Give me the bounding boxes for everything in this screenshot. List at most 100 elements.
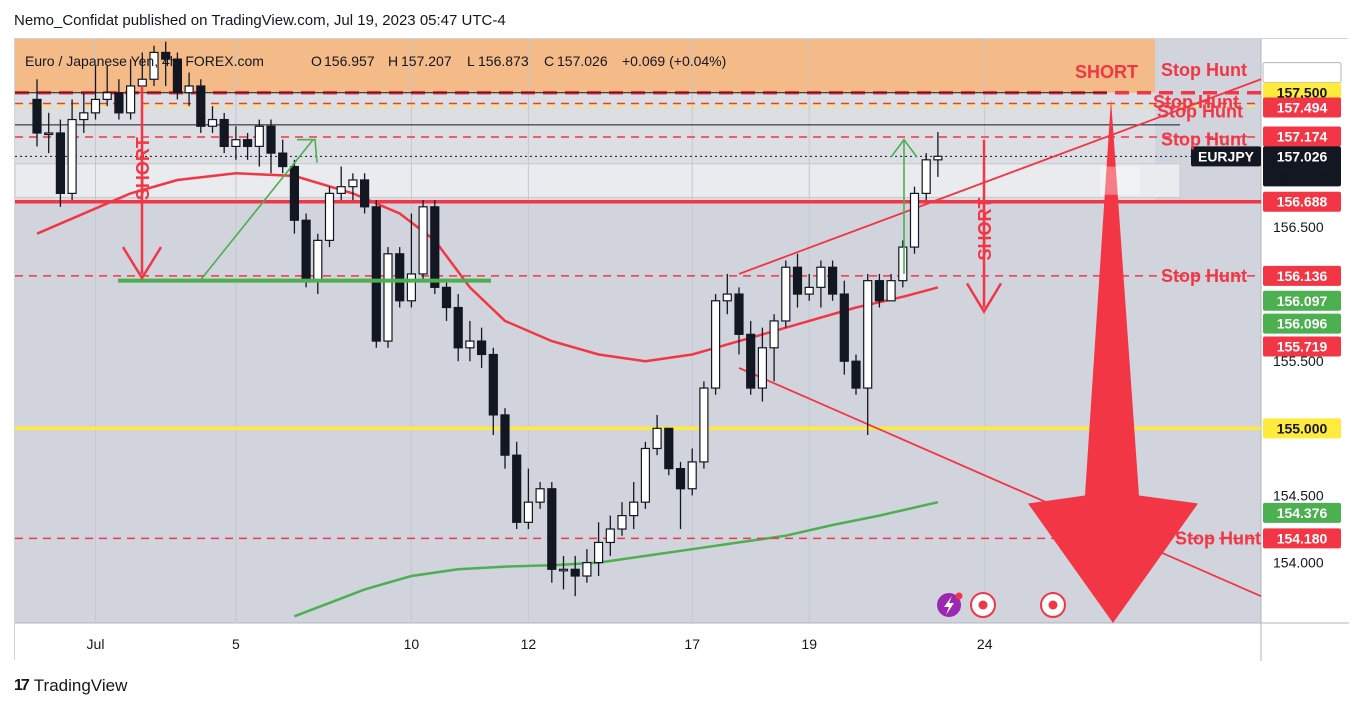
candle-body[interactable]	[44, 132, 54, 136]
legend-high-value: 157.207	[401, 53, 452, 69]
candle-body[interactable]	[266, 125, 276, 154]
chart-frame[interactable]: Euro / Japanese Yen, 4h, FOREX.com O 156…	[14, 38, 1349, 661]
candle-body[interactable]	[839, 293, 849, 362]
candle-body[interactable]	[488, 353, 498, 416]
price-tag	[1263, 97, 1341, 118]
candle-body[interactable]	[769, 320, 779, 349]
candle-body[interactable]	[898, 246, 908, 282]
candle-body[interactable]	[675, 468, 686, 490]
big-down-arrow[interactable]	[1028, 99, 1198, 623]
candle-body[interactable]	[851, 360, 861, 389]
candle-body[interactable]	[605, 528, 615, 544]
candle-body[interactable]	[500, 414, 510, 456]
stop-hunt-label: Stop Hunt	[1153, 92, 1239, 112]
candle-body[interactable]	[617, 514, 627, 530]
candle-body[interactable]	[558, 568, 569, 572]
candle-body[interactable]	[909, 192, 920, 248]
candle-body[interactable]	[465, 340, 475, 349]
candle-body[interactable]	[418, 206, 428, 275]
candle-body[interactable]	[79, 112, 89, 121]
candle-body[interactable]	[149, 51, 159, 80]
tradingview-logo-icon[interactable]: 17 TradingView	[14, 676, 127, 696]
record-dot-icon[interactable]	[970, 592, 996, 618]
candle-body[interactable]	[114, 92, 124, 114]
candle-body[interactable]	[406, 273, 416, 302]
candle-body[interactable]	[219, 118, 229, 148]
candle-body[interactable]	[792, 266, 803, 295]
candle-body[interactable]	[430, 206, 440, 288]
candle-body[interactable]	[383, 253, 393, 342]
candle-body[interactable]	[582, 561, 592, 577]
price-tag-label: 156.136	[1277, 268, 1328, 284]
candle-body[interactable]	[395, 253, 405, 302]
candle-body[interactable]	[886, 280, 896, 302]
candle-body[interactable]	[125, 85, 136, 114]
price-tag	[1263, 418, 1341, 439]
candle-body[interactable]	[547, 488, 557, 570]
candle-body[interactable]	[664, 427, 674, 470]
candle-body[interactable]	[348, 179, 358, 188]
candle-body[interactable]	[629, 501, 639, 517]
candle-body[interactable]	[137, 78, 147, 87]
candle-body[interactable]	[32, 98, 42, 134]
candle-body[interactable]	[324, 192, 335, 241]
candle-body[interactable]	[523, 501, 533, 523]
candle-body[interactable]	[231, 139, 241, 148]
candle-body[interactable]	[184, 85, 194, 94]
candle-body[interactable]	[278, 152, 288, 168]
lightning-icon[interactable]	[937, 592, 963, 618]
candle-body[interactable]	[687, 461, 697, 490]
candle-body[interactable]	[640, 447, 651, 503]
candle-body[interactable]	[734, 293, 744, 335]
price-tag	[1263, 502, 1341, 523]
candle-body[interactable]	[161, 51, 171, 60]
price-tag-label: 154.180	[1277, 530, 1328, 546]
candle-body[interactable]	[652, 427, 662, 450]
candle-body[interactable]	[301, 219, 311, 282]
chart-canvas[interactable]: Euro / Japanese Yen, 4h, FOREX.com O 156…	[15, 39, 1349, 661]
legend-instrument: Euro / Japanese Yen, 4h, FOREX.com	[25, 53, 264, 69]
candle-body[interactable]	[593, 541, 604, 564]
record-dot-icon[interactable]	[1040, 592, 1066, 618]
candle-body[interactable]	[722, 293, 732, 302]
candle-body[interactable]	[254, 125, 264, 148]
candle-body[interactable]	[207, 118, 218, 127]
candle-body[interactable]	[933, 155, 943, 161]
candle-body[interactable]	[371, 206, 381, 342]
candle-body[interactable]	[336, 186, 346, 194]
upper-trend-line[interactable]	[738, 78, 1262, 275]
candle-body[interactable]	[102, 92, 112, 101]
lower-trend-line[interactable]	[738, 367, 1262, 597]
candle-body[interactable]	[570, 568, 580, 577]
candle-body[interactable]	[90, 98, 101, 114]
candle-body[interactable]	[863, 280, 873, 389]
legend-close-label: C	[544, 53, 554, 69]
candle-body[interactable]	[55, 132, 66, 194]
brand-name: TradingView	[33, 676, 128, 695]
candle-body[interactable]	[757, 347, 768, 389]
candle-body[interactable]	[699, 387, 709, 463]
candle-body[interactable]	[781, 266, 791, 322]
candle-body[interactable]	[804, 286, 814, 295]
candle-body[interactable]	[921, 159, 931, 194]
candle-body[interactable]	[196, 85, 206, 127]
candle-body[interactable]	[243, 139, 253, 148]
candle-body[interactable]	[313, 239, 323, 282]
candle-body[interactable]	[441, 286, 452, 309]
legend-close-value: 157.026	[557, 53, 608, 69]
candle-body[interactable]	[710, 300, 721, 389]
candle-body[interactable]	[289, 165, 299, 221]
time-axis-label: 10	[404, 636, 420, 652]
candle-body[interactable]	[512, 454, 522, 523]
candle-body[interactable]	[453, 306, 463, 349]
candle-body[interactable]	[535, 488, 545, 503]
candle-body[interactable]	[172, 58, 182, 94]
candle-body[interactable]	[67, 118, 77, 194]
candle-body[interactable]	[746, 333, 756, 389]
symbol-tag	[1191, 146, 1261, 167]
candle-body[interactable]	[816, 266, 826, 288]
candle-body[interactable]	[874, 280, 885, 302]
candle-body[interactable]	[477, 340, 487, 356]
candle-body[interactable]	[360, 179, 370, 208]
candle-body[interactable]	[827, 266, 838, 295]
